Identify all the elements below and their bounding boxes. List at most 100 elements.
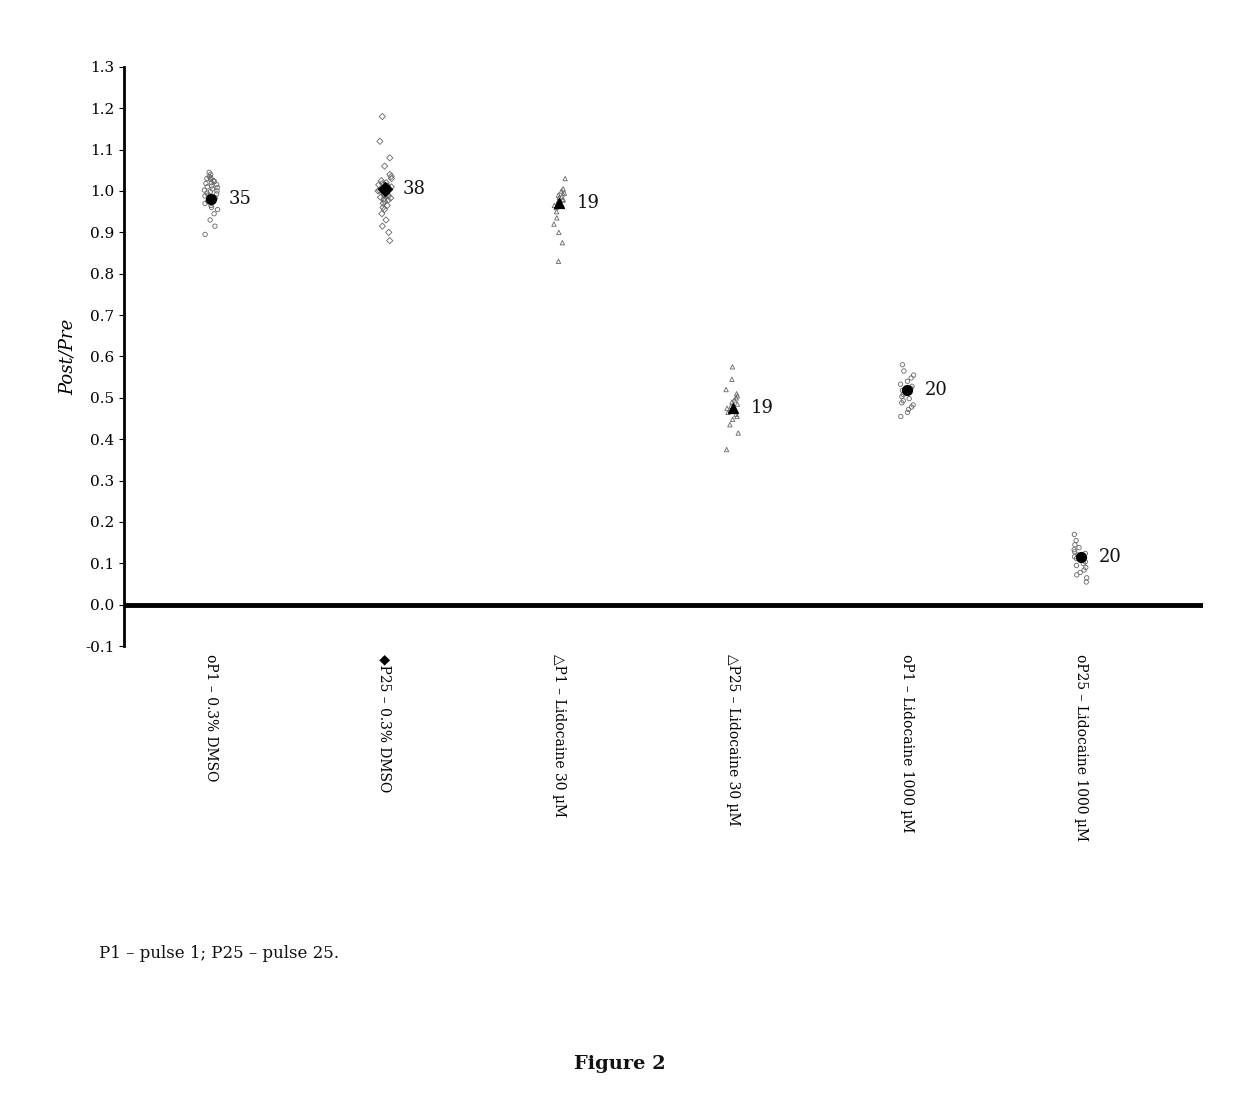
Point: [207, 178, 227, 196]
Point: [720, 416, 740, 433]
Point: [376, 211, 396, 228]
Point: [368, 176, 388, 194]
Point: [372, 175, 392, 193]
Text: 35: 35: [228, 190, 252, 208]
Point: [548, 193, 568, 211]
Point: [197, 169, 217, 187]
Y-axis label: Post/Pre: Post/Pre: [58, 319, 77, 394]
Point: [897, 381, 916, 399]
Point: [374, 201, 394, 218]
Point: [372, 108, 392, 126]
Point: [197, 178, 217, 196]
Point: [717, 441, 737, 459]
Text: 19: 19: [750, 399, 774, 418]
Point: [378, 224, 398, 242]
Point: [201, 166, 221, 184]
Point: [718, 403, 738, 421]
Point: [892, 394, 911, 412]
Point: [201, 174, 221, 192]
Point: [899, 390, 919, 408]
Point: [201, 190, 221, 208]
Point: [903, 395, 923, 413]
Point: [549, 224, 569, 242]
Point: [370, 133, 389, 150]
Point: [195, 195, 215, 213]
Point: [1064, 540, 1084, 558]
Point: [725, 401, 745, 419]
Point: [374, 157, 394, 175]
Point: [196, 175, 216, 193]
Point: [544, 196, 564, 214]
Point: [374, 185, 394, 203]
Point: [201, 192, 221, 209]
Point: [728, 387, 748, 404]
Point: [203, 172, 223, 189]
Point: [549, 188, 569, 206]
Point: [207, 182, 227, 199]
Point: [381, 167, 401, 185]
Point: [374, 180, 394, 198]
Point: [374, 186, 394, 204]
Point: [1070, 564, 1090, 582]
Point: [377, 174, 397, 192]
Point: [195, 187, 215, 205]
Point: [717, 399, 737, 417]
Point: [1076, 573, 1096, 590]
Point: [904, 367, 924, 384]
Point: [1071, 548, 1091, 566]
Point: [378, 180, 398, 198]
Point: [195, 225, 215, 243]
Point: [377, 185, 397, 203]
Point: [553, 192, 573, 209]
Point: [1068, 546, 1087, 564]
Point: [548, 195, 568, 213]
Text: 19: 19: [577, 194, 599, 213]
Point: [898, 403, 918, 421]
Point: [554, 184, 574, 202]
Point: [1065, 543, 1085, 560]
Point: [723, 410, 743, 428]
Point: [373, 198, 393, 216]
Point: [372, 217, 392, 235]
Point: [200, 211, 219, 228]
Point: [201, 183, 221, 201]
Point: [195, 182, 215, 199]
Point: [208, 201, 228, 218]
Point: [382, 178, 402, 196]
Point: [201, 170, 221, 188]
Point: [1064, 526, 1084, 544]
Point: [200, 167, 219, 185]
Point: [1066, 531, 1086, 549]
Point: [727, 405, 746, 423]
Point: [722, 393, 742, 411]
Point: [894, 362, 914, 380]
Point: [202, 198, 222, 216]
Point: [893, 381, 913, 399]
Point: [206, 189, 226, 207]
Point: [901, 378, 921, 395]
Point: [1065, 536, 1085, 554]
Text: Figure 2: Figure 2: [574, 1055, 666, 1074]
Point: [378, 178, 398, 196]
Point: [1076, 569, 1096, 587]
Text: 20: 20: [1099, 548, 1121, 566]
Point: [374, 190, 394, 208]
Point: [372, 205, 392, 223]
Point: [371, 188, 391, 206]
Text: 20: 20: [924, 381, 947, 399]
Point: [373, 195, 393, 213]
Point: [368, 182, 388, 199]
Point: [378, 177, 398, 195]
Point: [548, 253, 568, 271]
Point: [892, 388, 911, 405]
Point: [893, 355, 913, 373]
Point: [381, 189, 401, 207]
Point: [893, 385, 913, 403]
Point: [382, 169, 402, 187]
Point: [376, 179, 396, 197]
Point: [202, 177, 222, 195]
Point: [207, 185, 227, 203]
Point: [723, 399, 743, 417]
Point: [548, 186, 568, 204]
Point: [378, 187, 398, 205]
